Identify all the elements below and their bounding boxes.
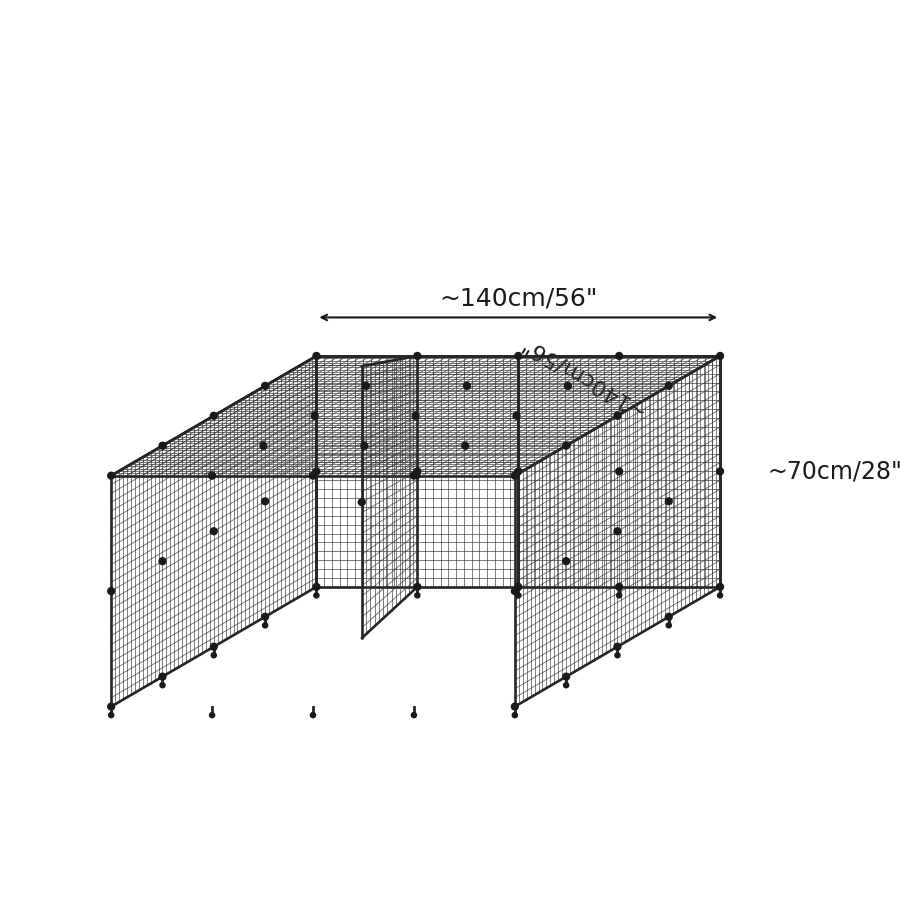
Circle shape (159, 673, 166, 680)
Circle shape (562, 673, 570, 680)
Circle shape (210, 713, 215, 717)
Circle shape (263, 623, 267, 628)
Circle shape (108, 703, 114, 710)
Circle shape (410, 472, 418, 479)
Circle shape (415, 472, 420, 479)
Circle shape (212, 652, 216, 658)
Circle shape (614, 527, 621, 535)
Circle shape (616, 353, 623, 359)
Circle shape (562, 558, 570, 564)
Circle shape (717, 593, 723, 598)
Circle shape (310, 472, 317, 479)
Text: ~140cm/56": ~140cm/56" (439, 286, 598, 310)
Circle shape (211, 412, 217, 419)
Circle shape (464, 382, 471, 390)
Circle shape (666, 623, 671, 628)
Circle shape (511, 588, 518, 595)
Circle shape (411, 713, 417, 717)
Circle shape (616, 468, 623, 475)
Circle shape (211, 527, 217, 535)
Circle shape (109, 713, 113, 717)
Circle shape (616, 593, 622, 598)
Circle shape (462, 442, 469, 449)
Circle shape (515, 583, 522, 590)
Circle shape (414, 468, 421, 475)
Circle shape (614, 412, 621, 419)
Circle shape (562, 442, 570, 449)
Circle shape (311, 412, 318, 419)
Circle shape (211, 644, 217, 650)
Circle shape (363, 382, 369, 390)
Circle shape (310, 713, 316, 717)
Circle shape (665, 498, 672, 505)
Circle shape (262, 498, 268, 505)
Text: ~140cm/56": ~140cm/56" (515, 332, 646, 420)
Circle shape (412, 412, 419, 419)
Circle shape (160, 682, 165, 688)
Circle shape (516, 593, 521, 598)
Circle shape (564, 382, 572, 390)
Circle shape (515, 468, 522, 475)
Circle shape (159, 442, 166, 449)
Circle shape (716, 583, 724, 590)
Circle shape (512, 713, 517, 717)
Circle shape (515, 353, 522, 359)
Circle shape (513, 412, 520, 419)
Circle shape (209, 472, 215, 479)
Circle shape (313, 353, 320, 359)
Circle shape (108, 472, 114, 479)
Circle shape (313, 583, 320, 590)
Circle shape (313, 468, 320, 475)
Circle shape (415, 593, 420, 598)
Circle shape (616, 583, 623, 590)
Circle shape (314, 593, 319, 598)
Circle shape (665, 382, 672, 390)
Circle shape (615, 652, 620, 658)
Text: ~70cm/28": ~70cm/28" (767, 459, 900, 483)
Circle shape (716, 468, 724, 475)
Circle shape (358, 499, 365, 506)
Circle shape (159, 558, 166, 564)
Circle shape (361, 442, 368, 449)
Circle shape (614, 644, 621, 650)
Circle shape (563, 682, 569, 688)
Circle shape (260, 442, 266, 449)
Circle shape (414, 353, 421, 359)
Circle shape (108, 588, 114, 595)
Circle shape (414, 583, 421, 590)
Circle shape (262, 613, 268, 620)
Circle shape (511, 703, 518, 710)
Circle shape (511, 472, 518, 479)
Circle shape (262, 382, 268, 390)
Circle shape (665, 613, 672, 620)
Circle shape (716, 353, 724, 359)
